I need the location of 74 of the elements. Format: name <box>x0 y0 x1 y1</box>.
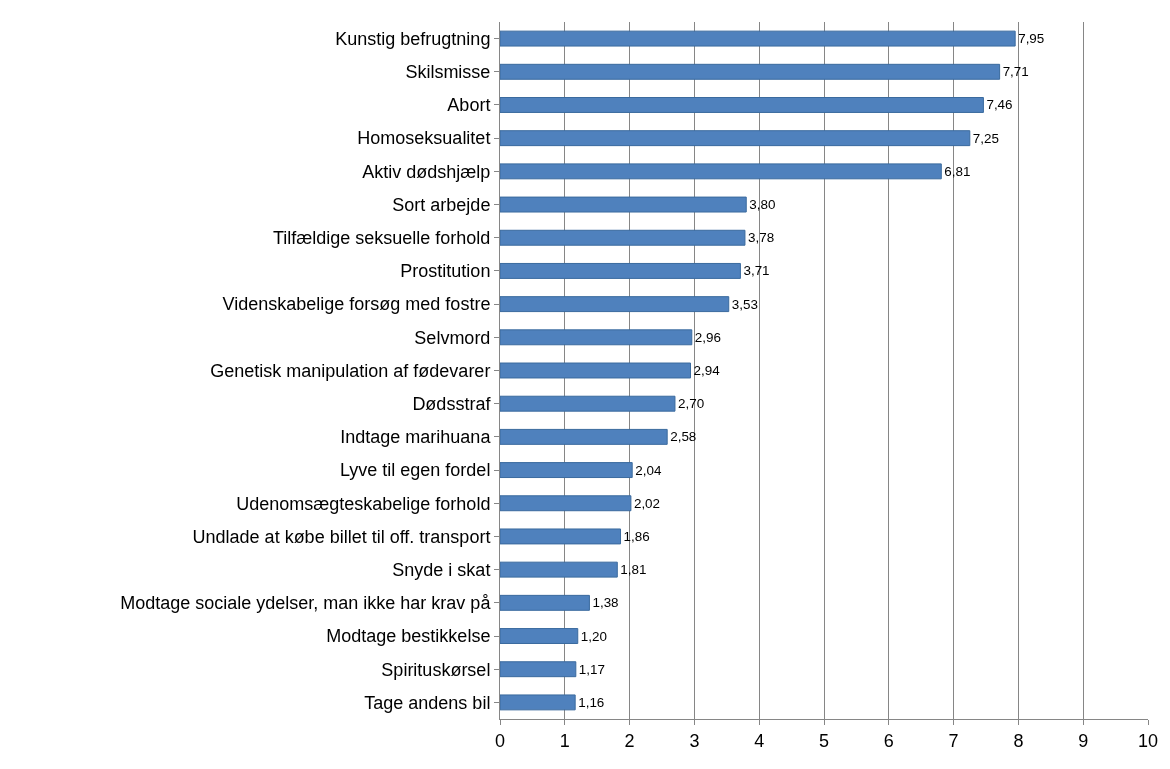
x-tick-label: 10 <box>1137 730 1159 751</box>
y-tick-label: Skilsmisse <box>405 62 491 83</box>
bar <box>500 262 741 279</box>
data-label: 1,81 <box>620 562 647 578</box>
x-tick-label: 8 <box>1013 730 1024 751</box>
data-label: 2,96 <box>694 329 721 345</box>
bar <box>500 495 632 512</box>
data-label: 1,17 <box>578 661 605 677</box>
x-tick-label: 7 <box>948 730 959 751</box>
x-tick-label: 2 <box>624 730 635 751</box>
y-tick-label: Lyve til egen fordel <box>339 460 491 481</box>
bar <box>500 428 668 445</box>
bar <box>500 628 579 644</box>
data-label: 2,94 <box>693 362 721 378</box>
data-label: 7,71 <box>1002 64 1029 80</box>
y-tick-label: Sort arbejde <box>392 194 491 215</box>
y-tick-label: Modtage sociale ydelser, man ikke har krav på <box>120 593 492 614</box>
y-tick-label: Genetisk manipulation af fødevarer <box>210 360 491 381</box>
y-tick-label: Kunstig befrugtning <box>335 28 491 49</box>
y-tick-label: Abort <box>447 95 491 116</box>
y-tick-label: Modtage bestikkelse <box>326 626 491 647</box>
data-label: 7,25 <box>972 130 999 146</box>
bar <box>500 97 984 113</box>
bar <box>500 362 692 379</box>
y-tick-label: Videnskabelige forsøg med fostre <box>222 294 491 315</box>
y-tick-label: Dødsstraf <box>412 393 492 414</box>
bar <box>500 163 942 180</box>
data-label: 2,70 <box>677 396 705 412</box>
bar <box>500 229 746 246</box>
bar <box>500 661 577 678</box>
x-tick-label: 6 <box>883 730 894 751</box>
y-tick-label: Indtage marihuana <box>340 427 492 448</box>
data-label: 1,20 <box>580 628 607 644</box>
data-label: 2,02 <box>633 495 661 511</box>
y-tick-label: Aktiv dødshjælp <box>362 161 491 182</box>
y-tick-label: Selvmord <box>414 327 491 348</box>
bar <box>500 462 633 479</box>
data-label: 1,16 <box>578 694 605 710</box>
bar <box>500 130 971 147</box>
bar <box>500 296 730 313</box>
data-label: 1,38 <box>592 595 619 611</box>
bar <box>500 63 1001 80</box>
x-tick-label: 5 <box>818 730 830 751</box>
bar <box>500 528 622 545</box>
data-label: 1,86 <box>623 528 650 544</box>
x-tick-label: 3 <box>689 730 700 751</box>
x-tick-label: 1 <box>559 730 570 751</box>
y-tick-label: Prostitution <box>400 261 491 282</box>
data-label: 3,78 <box>747 230 775 246</box>
data-label: 6,81 <box>944 163 971 179</box>
y-tick-label: Homoseksualitet <box>357 128 491 149</box>
data-label: 2,58 <box>670 429 697 445</box>
y-tick-label: Tage andens bil <box>364 692 491 713</box>
x-tick-label: 0 <box>494 730 506 751</box>
x-tick-label: 4 <box>754 730 765 751</box>
bar <box>500 395 676 412</box>
data-label: 3,71 <box>743 263 770 279</box>
y-tick-label: Spirituskørsel <box>381 659 491 680</box>
bar <box>500 196 747 213</box>
y-tick-label: Undlade at købe billet til off. transport <box>192 526 491 547</box>
bar <box>500 594 590 611</box>
y-tick-label: Tilfældige seksuelle forhold <box>272 228 491 249</box>
bar <box>500 329 693 346</box>
y-tick-label: Snyde i skat <box>392 559 491 580</box>
data-label: 7,46 <box>986 97 1013 113</box>
data-label: 3,80 <box>749 197 776 213</box>
data-label: 7,95 <box>1018 31 1045 47</box>
x-tick-label: 9 <box>1078 730 1089 751</box>
bar <box>500 694 576 711</box>
bar <box>500 561 618 578</box>
bar <box>500 30 1016 47</box>
y-tick-label: Udenomsægteskabelige forhold <box>236 493 491 514</box>
data-label: 3,53 <box>731 296 758 312</box>
data-label: 2,04 <box>635 462 662 478</box>
